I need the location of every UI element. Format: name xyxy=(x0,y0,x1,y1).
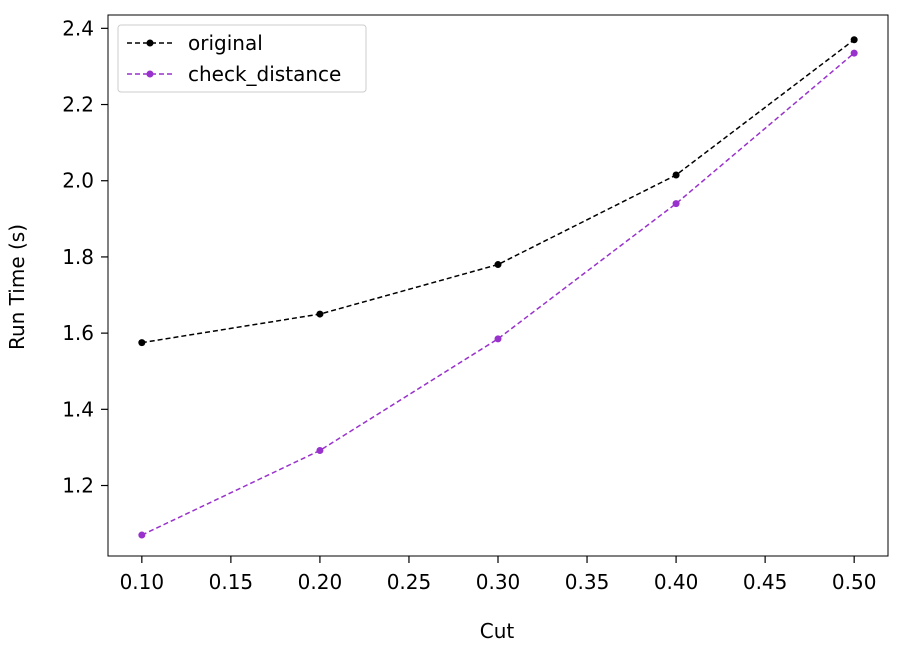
series-line-check-distance xyxy=(141,52,855,536)
legend-marker-check-distance xyxy=(146,70,154,78)
x-tick-label: 0.25 xyxy=(387,570,432,594)
legend-marker-original xyxy=(146,39,154,47)
x-axis-ticks: 0.10 0.15 0.20 0.25 0.30 0.35 0.40 0.45 0.50 xyxy=(120,556,877,594)
series-line-original xyxy=(141,39,855,344)
y-tick-label: 2.4 xyxy=(62,16,94,40)
x-tick-label: 0.20 xyxy=(298,570,343,594)
legend-box xyxy=(117,24,367,93)
x-tick-label: 0.40 xyxy=(654,570,699,594)
y-tick-label: 2.2 xyxy=(62,93,94,117)
y-tick-label: 1.8 xyxy=(62,245,94,269)
data-point-original xyxy=(316,310,324,318)
legend-label-original: original xyxy=(188,31,263,55)
data-point-check-distance xyxy=(494,335,502,343)
y-axis-ticks: 1.2 1.4 1.6 1.8 2.0 2.2 2.4 xyxy=(62,16,108,498)
x-axis-label: Cut xyxy=(480,619,515,643)
x-tick-label: 0.50 xyxy=(832,570,877,594)
y-tick-label: 1.4 xyxy=(62,397,94,421)
legend-label-check-distance: check_distance xyxy=(188,62,341,86)
data-point-original xyxy=(138,339,146,347)
data-point-check-distance xyxy=(672,200,680,208)
legend: original check_distance xyxy=(117,24,367,93)
data-point-check-distance xyxy=(850,49,858,57)
x-tick-label: 0.30 xyxy=(476,570,521,594)
y-tick-label: 1.6 xyxy=(62,321,94,345)
y-axis-label: Run Time (s) xyxy=(5,224,29,350)
x-tick-label: 0.10 xyxy=(120,570,165,594)
series-layer xyxy=(138,36,858,539)
y-tick-label: 1.2 xyxy=(62,474,94,498)
data-point-check-distance xyxy=(316,446,324,454)
data-point-check-distance xyxy=(138,531,146,539)
data-point-original xyxy=(850,36,858,44)
x-tick-label: 0.45 xyxy=(743,570,788,594)
data-point-original xyxy=(672,171,680,179)
x-tick-label: 0.35 xyxy=(565,570,610,594)
data-point-original xyxy=(494,261,502,269)
plot-area xyxy=(107,14,889,557)
y-tick-label: 2.0 xyxy=(62,169,94,193)
x-tick-label: 0.15 xyxy=(209,570,254,594)
